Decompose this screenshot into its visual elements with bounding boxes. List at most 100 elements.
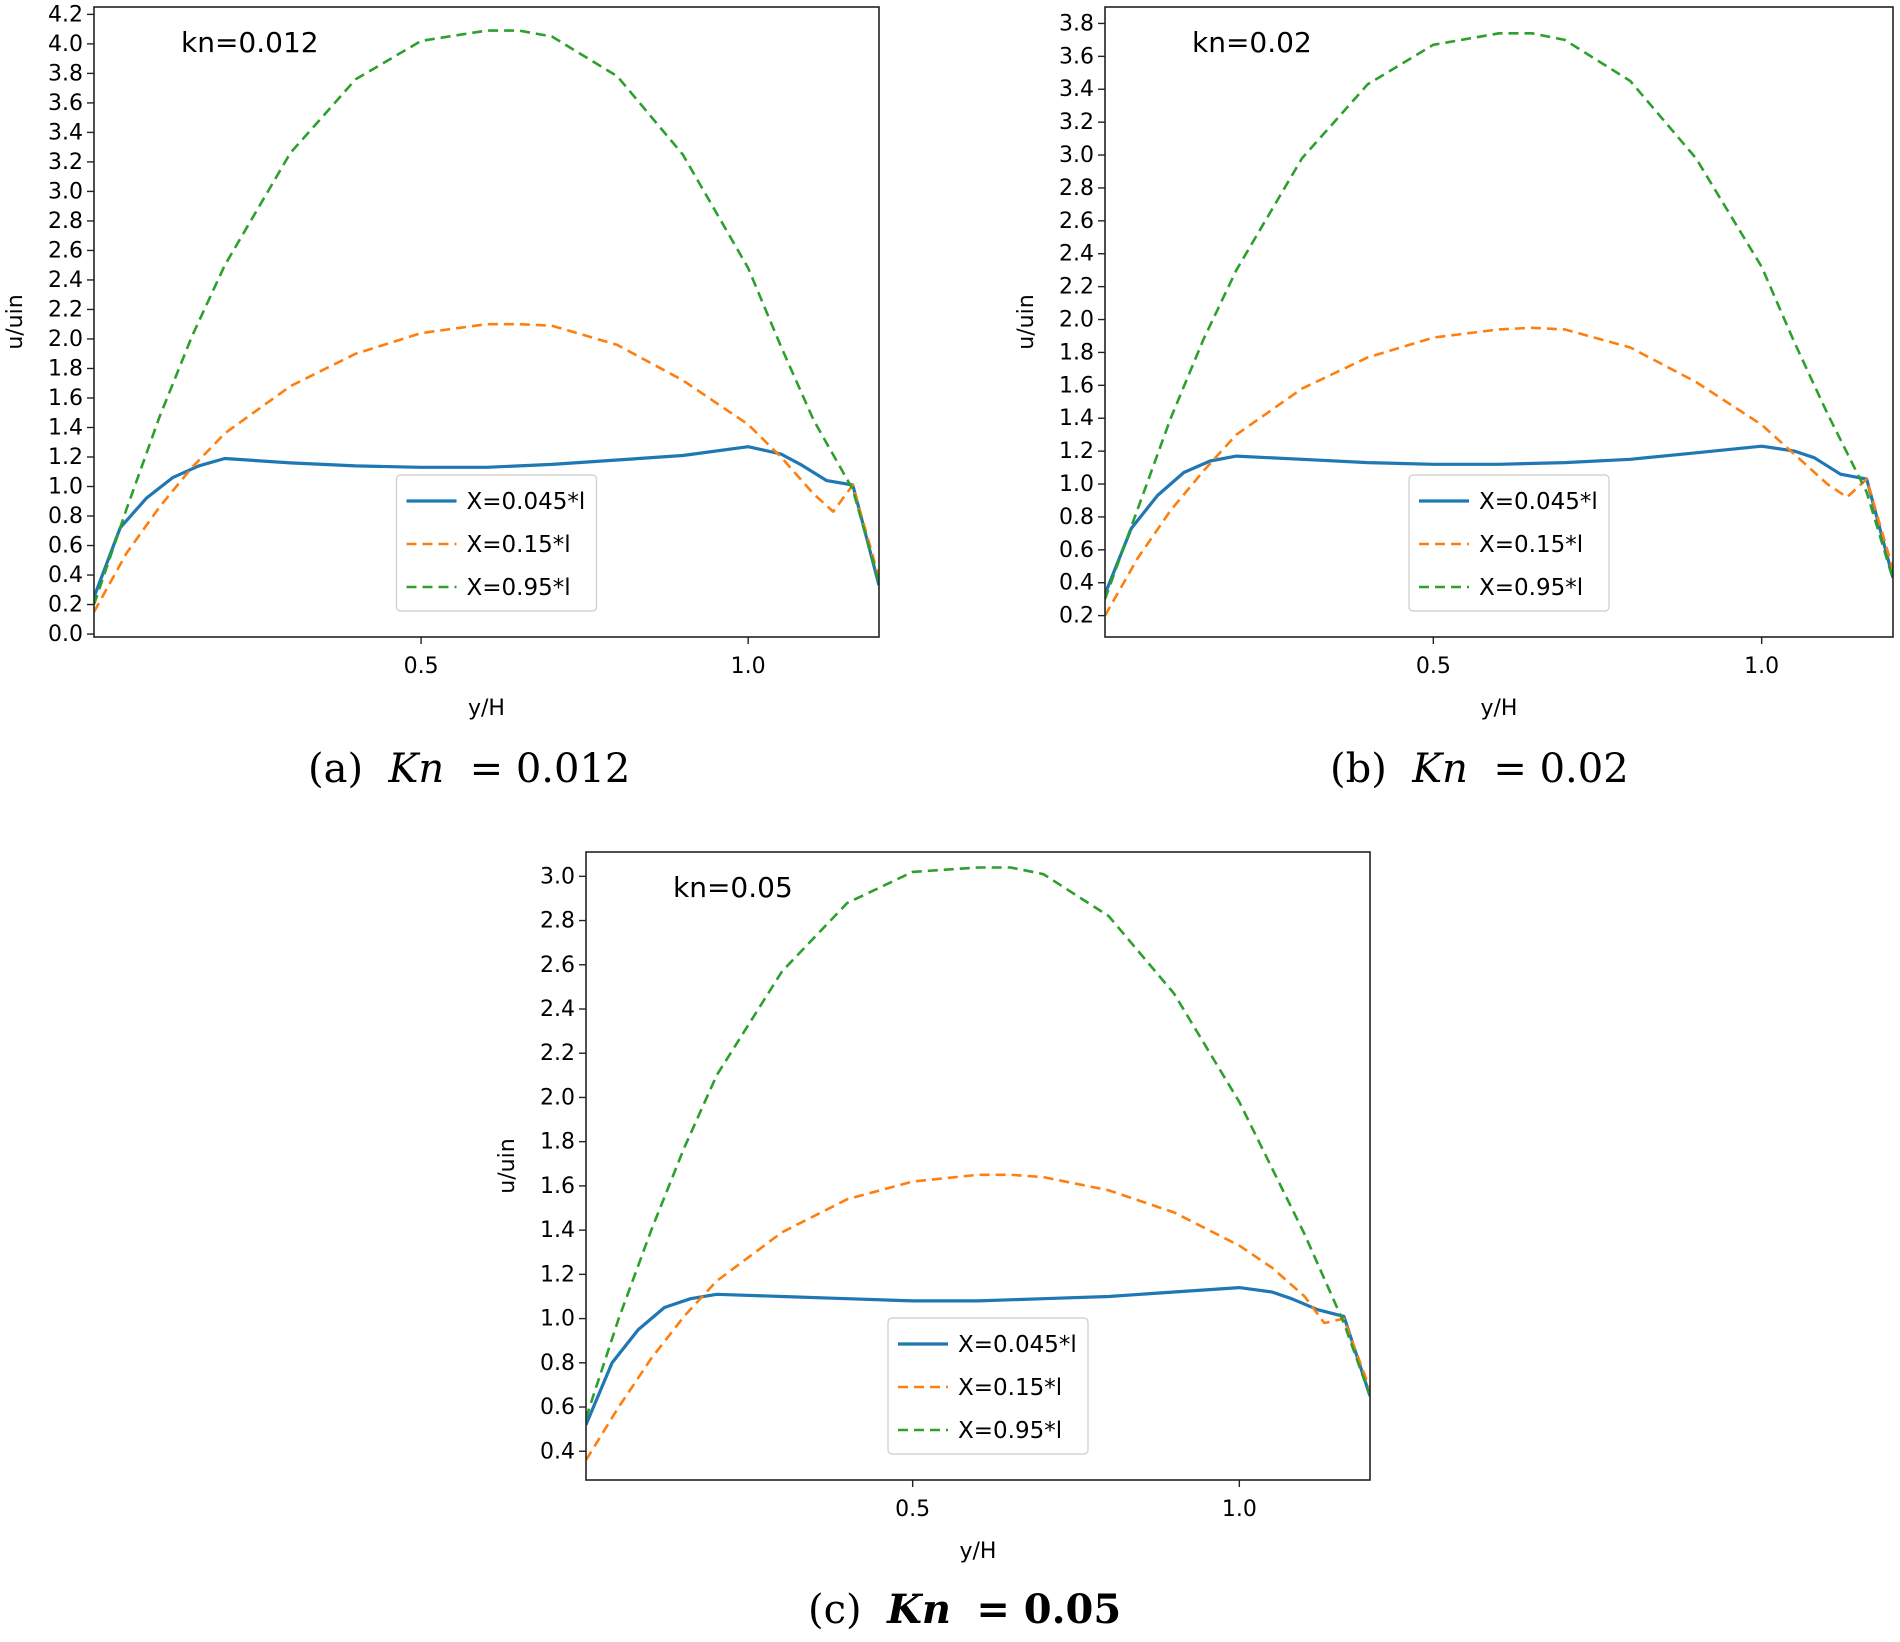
y-tick-label: 2.6 [48,238,83,263]
legend-label-3: X=0.95*l [958,1418,1062,1444]
legend-label-1: X=0.045*l [1479,489,1598,515]
legend: X=0.045*l X=0.15*l X=0.95*l [887,1317,1089,1455]
y-tick-label: 3.4 [1059,77,1094,102]
y-tick-label: 0.2 [48,593,83,618]
y-tick-label: 1.8 [1059,340,1094,365]
y-tick-label: 3.8 [48,61,83,86]
legend-label-2: X=0.15*l [1479,532,1583,558]
caption-a: (a) Kn = 0.012 [308,746,630,792]
y-tick-label: 0.6 [48,534,83,559]
y-tick-label: 1.6 [540,1174,575,1199]
caption-b-value: = 0.02 [1493,746,1629,792]
series-line-a-3 [94,29,879,605]
y-tick-label: 4.0 [48,32,83,57]
y-tick-label: 0.4 [540,1439,575,1464]
y-tick-label: 3.2 [48,150,83,175]
legend-label-1: X=0.045*l [467,489,586,515]
y-tick-label: 0.6 [540,1395,575,1420]
y-tick-label: 1.4 [1059,406,1094,431]
caption-b-symbol: Kn [1412,746,1468,792]
kn-annotation: kn=0.05 [673,871,793,904]
legend-box [887,1317,1089,1455]
caption-c-prefix: (c) [808,1587,862,1633]
y-tick-label: 0.8 [1059,505,1094,530]
x-tick-label: 1.0 [731,654,766,679]
legend-label-2: X=0.15*l [467,532,571,558]
y-tick-label: 2.2 [1059,275,1094,300]
plot-frame-a [93,6,880,638]
y-tick-label: 2.2 [48,297,83,322]
y-tick-label: 2.0 [540,1085,575,1110]
x-tick-label: 0.5 [1416,654,1451,679]
y-tick-label: 0.2 [1059,604,1094,629]
caption-b: (b) Kn = 0.02 [1330,746,1629,792]
y-tick-label: 1.6 [48,386,83,411]
y-tick-label: 3.0 [48,179,83,204]
legend-label-3: X=0.95*l [1479,575,1583,601]
y-tick-label: 1.0 [540,1307,575,1332]
series-line-b-3 [1105,31,1893,600]
legend-label-3: X=0.95*l [467,575,571,601]
series-line-b-2 [1105,326,1893,617]
y-tick-label: 1.6 [1059,373,1094,398]
y-tick-label: 3.6 [1059,44,1094,69]
x-axis-label: y/H [468,696,505,721]
y-tick-label: 0.4 [48,563,83,588]
y-tick-label: 2.4 [48,268,83,293]
y-tick-label: 0.8 [48,504,83,529]
x-tick-label: 0.5 [404,654,439,679]
legend-label-2: X=0.15*l [958,1375,1062,1401]
caption-a-prefix: (a) [308,746,364,792]
x-axis-label: y/H [1481,696,1518,721]
x-axis-label: y/H [960,1539,997,1564]
y-tick-label: 0.0 [48,622,83,647]
chart-panel-a: 0.0 0.2 0.4 0.6 0.8 1.0 1.2 1.4 1.6 1.8 2.0 2.2 2.4 2… [3,2,880,721]
y-tick-label: 2.4 [540,997,575,1022]
y-tick-label: 3.4 [48,120,83,145]
y-tick-label: 1.0 [1059,472,1094,497]
y-axis-label: u/uin [495,1138,520,1193]
y-tick-label: 2.8 [540,909,575,934]
y-tick-label: 2.6 [1059,209,1094,234]
series-line-a-1 [94,445,879,598]
caption-c: (c) Kn = 0.05 [808,1586,1121,1633]
kn-annotation: kn=0.012 [181,26,319,59]
y-axis-label: u/uin [3,294,28,349]
plot-frame-b [1104,6,1894,638]
y-tick-label: 1.8 [48,356,83,381]
y-tick-label: 3.0 [1059,143,1094,168]
legend: X=0.045*l X=0.15*l X=0.95*l [395,474,598,612]
caption-c-value: = 0.05 [976,1586,1122,1633]
y-tick-label: 1.2 [48,445,83,470]
x-tick-label: 1.0 [1222,1497,1257,1522]
x-tick-label: 0.5 [895,1497,930,1522]
kn-annotation: kn=0.02 [1192,26,1312,59]
y-tick-label: 4.2 [48,2,83,27]
series-line-c-1 [586,1285,1370,1426]
y-tick-label: 0.8 [540,1351,575,1376]
caption-a-value: = 0.012 [469,746,631,792]
y-tick-label: 2.0 [1059,308,1094,333]
y-tick-label: 3.0 [540,864,575,889]
y-tick-label: 3.6 [48,91,83,116]
y-tick-label: 1.0 [48,475,83,500]
caption-c-symbol: Kn [887,1586,951,1633]
y-tick-label: 1.2 [540,1262,575,1287]
caption-b-prefix: (b) [1330,746,1387,792]
y-tick-label: 3.8 [1059,11,1094,36]
series-line-b-1 [1105,444,1893,595]
y-tick-label: 1.4 [48,415,83,440]
y-tick-label: 0.6 [1059,538,1094,563]
series-line-c-3 [586,866,1370,1419]
y-tick-label: 1.8 [540,1130,575,1155]
y-tick-label: 1.4 [540,1218,575,1243]
y-tick-label: 2.8 [1059,176,1094,201]
x-tick-label: 1.0 [1744,654,1779,679]
legend-box [395,474,598,612]
chart-panel-c: 0.4 0.6 0.8 1.0 1.2 1.4 1.6 1.8 2.0 2.2 2.4 2.6 2.8 3… [495,851,1371,1564]
legend-box [1408,474,1610,612]
legend-label-1: X=0.045*l [958,1332,1077,1358]
caption-a-symbol: Kn [388,746,445,792]
legend: X=0.045*l X=0.15*l X=0.95*l [1408,474,1610,612]
